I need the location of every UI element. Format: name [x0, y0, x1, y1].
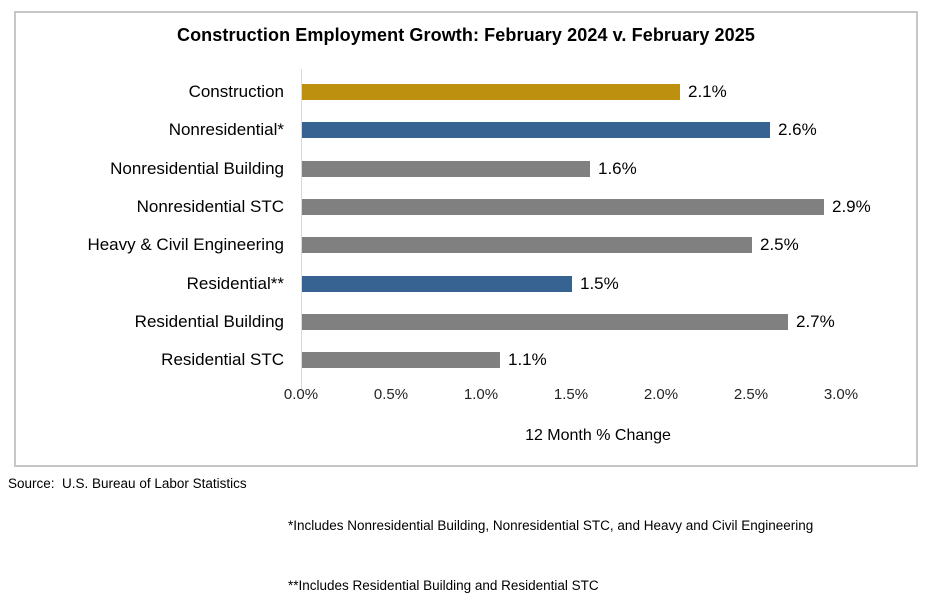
- value-label-nonresidential-building: 1.6%: [598, 158, 637, 178]
- x-tick-label-30: 3.0%: [823, 386, 859, 403]
- category-label-heavy-civil-engineering: Heavy & Civil Engineering: [87, 235, 284, 255]
- category-label-residential: Residential**: [186, 273, 284, 293]
- x-tick-label-00: 0.0%: [283, 386, 319, 403]
- y-axis-line: [301, 69, 302, 389]
- category-label-nonresidential-building: Nonresidential Building: [110, 158, 284, 178]
- value-label-residential-stc: 1.1%: [508, 350, 547, 370]
- bar-nonresidential-building: [302, 160, 590, 177]
- category-label-nonresidential: Nonresidential*: [168, 120, 284, 140]
- category-label-construction: Construction: [188, 82, 284, 101]
- x-tick-label-25: 2.5%: [733, 386, 769, 403]
- value-label-construction: 2.1%: [688, 82, 727, 101]
- x-tick-label-15: 1.5%: [553, 386, 589, 403]
- footnotes: *Includes Nonresidential Building, Nonre…: [288, 476, 813, 616]
- value-label-nonresidential: 2.6%: [778, 120, 817, 140]
- chart-frame: Construction Employment Growth: February…: [14, 11, 918, 467]
- plot-area: Construction 2.1% Nonresidential* 2.6% Nonre…: [16, 13, 916, 465]
- value-label-nonresidential-stc: 2.9%: [832, 196, 871, 216]
- bar-heavy-civil-engineering: [302, 237, 752, 254]
- value-label-residential-building: 2.7%: [796, 311, 835, 331]
- x-axis-title: 12 Month % Change: [525, 427, 671, 444]
- source-attribution: Source: U.S. Bureau of Labor Statistics: [8, 476, 247, 491]
- bar-residential-building: [302, 313, 788, 330]
- footnote-residential: **Includes Residential Building and Resi…: [288, 578, 599, 593]
- bar-residential: [302, 275, 572, 292]
- bar-nonresidential: [302, 122, 770, 139]
- x-tick-label-20: 2.0%: [643, 386, 679, 403]
- bar-nonresidential-stc: [302, 198, 824, 215]
- value-label-heavy-civil-engineering: 2.5%: [760, 235, 799, 255]
- construction-employment-chart-page: { "chart_data": { "type": "bar", "orient…: [8, 11, 918, 593]
- footnote-nonresidential: *Includes Nonresidential Building, Nonre…: [288, 518, 814, 533]
- x-tick-label-05: 0.5%: [373, 386, 409, 403]
- category-label-residential-stc: Residential STC: [161, 350, 284, 370]
- value-label-residential: 1.5%: [580, 273, 619, 293]
- bar-residential-stc: [302, 352, 500, 369]
- bar-construction: [302, 84, 680, 100]
- chart-title: Construction Employment Growth: February…: [176, 25, 756, 45]
- category-label-nonresidential-stc: Nonresidential STC: [136, 196, 284, 216]
- category-label-residential-building: Residential Building: [134, 311, 284, 331]
- x-tick-label-10: 1.0%: [463, 386, 499, 403]
